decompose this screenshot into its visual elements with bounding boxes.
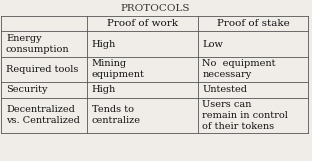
Text: Proof of work: Proof of work <box>107 19 178 28</box>
Text: Low: Low <box>202 40 223 49</box>
Text: No  equipment
necessary: No equipment necessary <box>202 59 276 80</box>
Text: Untested: Untested <box>202 85 247 95</box>
Text: High: High <box>92 40 116 49</box>
Text: Tends to
centralize: Tends to centralize <box>92 105 141 125</box>
Text: Users can
remain in control
of their tokens: Users can remain in control of their tok… <box>202 100 288 131</box>
Text: Proof of stake: Proof of stake <box>217 19 289 28</box>
Text: Security: Security <box>6 85 47 95</box>
Text: Energy
consumption: Energy consumption <box>6 34 70 54</box>
Text: High: High <box>92 85 116 95</box>
Text: Mining
equipment: Mining equipment <box>92 59 145 80</box>
Text: Required tools: Required tools <box>6 65 78 74</box>
Text: PROTOCOLS: PROTOCOLS <box>120 4 189 13</box>
Text: Decentralized
vs. Centralized: Decentralized vs. Centralized <box>6 105 80 125</box>
